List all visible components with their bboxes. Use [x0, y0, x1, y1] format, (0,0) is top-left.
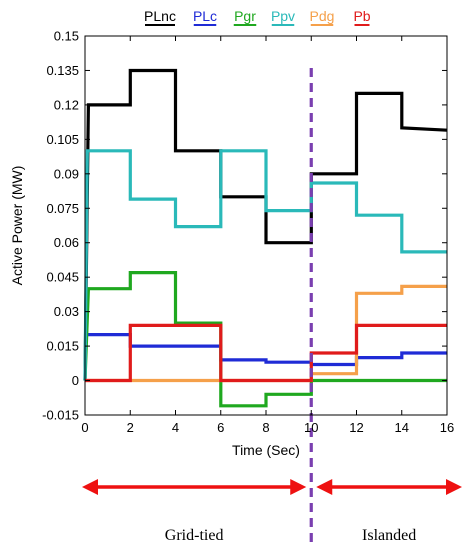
y-tick-label: 0.12: [54, 97, 79, 112]
region-arrow-head-left: [82, 479, 98, 495]
y-tick-label: 0.105: [46, 132, 79, 147]
series-line-plnc: [83, 68, 448, 381]
y-tick-label: 0.06: [54, 235, 79, 250]
x-tick-label: 6: [217, 420, 224, 435]
region-label: Grid-tied: [165, 527, 224, 544]
x-tick-label: 14: [395, 420, 409, 435]
region-arrows: Grid-tied Islanded: [82, 479, 462, 544]
series-line-ppv: [83, 149, 447, 381]
y-tick-label: 0.135: [46, 63, 79, 78]
x-tick-label: 2: [127, 420, 134, 435]
x-tick-label: 0: [81, 420, 88, 435]
region-arrow-head-right: [290, 479, 307, 495]
legend-label-plnc: PLnc: [144, 8, 176, 24]
legend-label-pb: Pb: [353, 8, 370, 24]
region-label: Islanded: [362, 527, 416, 544]
region-arrow-head-right: [446, 479, 462, 495]
legend: PLnc PLc Pgr Ppv Pdg Pb: [144, 8, 371, 26]
legend-label-pdg: Pdg: [310, 8, 335, 24]
legend-label-pgr: Pgr: [234, 8, 256, 24]
y-tick-label: 0.015: [46, 339, 79, 354]
legend-label-ppv: Ppv: [271, 8, 295, 24]
legend-label-plc: PLc: [193, 8, 217, 24]
y-tick-label: 0.15: [54, 29, 79, 44]
series-line-plc: [85, 333, 447, 367]
x-tick-label: 16: [440, 420, 454, 435]
region-arrow-head-left: [316, 479, 333, 495]
y-tick-label: 0.03: [54, 304, 79, 319]
series-layer: [83, 68, 448, 408]
y-tick-label: 0: [72, 373, 79, 388]
y-tick-label: 0.09: [54, 166, 79, 181]
y-tick-label: -0.015: [42, 408, 79, 423]
x-tick-label: 12: [349, 420, 363, 435]
x-tick-label: 10: [304, 420, 318, 435]
y-axis-title: Active Power (MW): [9, 166, 25, 286]
series-line-pdg: [85, 284, 447, 383]
y-tick-label: 0.075: [46, 201, 79, 216]
x-tick-label: 8: [262, 420, 269, 435]
ticks-layer: 0 2 4 6 8 10 12 14 16-0.01500.0150.030.0450.060.…: [42, 29, 454, 436]
series-line-pb: [85, 323, 447, 383]
x-tick-label: 4: [172, 420, 179, 435]
series-line-pgr: [83, 271, 447, 408]
x-axis-title: Time (Sec): [232, 442, 300, 458]
y-tick-label: 0.045: [46, 270, 79, 285]
